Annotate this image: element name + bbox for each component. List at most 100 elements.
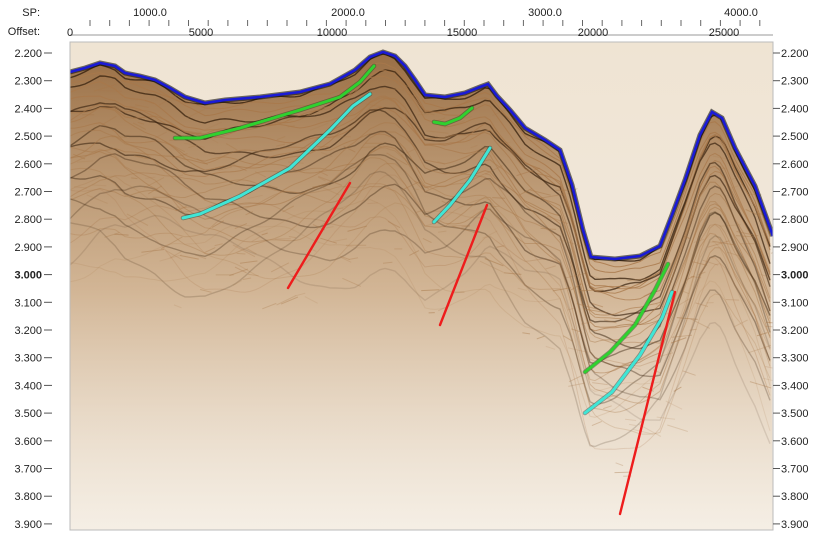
noise-streak — [470, 144, 478, 149]
noise-streak — [665, 400, 683, 410]
time-tick-label-right: 2.200 — [781, 48, 809, 60]
noise-streak — [325, 226, 334, 229]
noise-streak — [164, 140, 185, 153]
noise-streak — [133, 155, 148, 160]
time-axis-left: 2.200 2.300 2.400 2.500 2.600 2.700 2.800 2.900… — [14, 48, 52, 531]
sp-tick-row: 1000.0 2000.0 3000.0 4000.0 — [89, 7, 761, 26]
time-tick-label-left: 3.000 — [14, 270, 42, 282]
noise-streak — [730, 183, 743, 189]
noise-streak — [667, 424, 688, 432]
noise-streak — [114, 233, 129, 236]
noise-streak — [93, 83, 117, 92]
noise-streak — [126, 213, 149, 226]
time-tick-label-right: 3.900 — [781, 519, 809, 531]
noise-streak — [656, 416, 676, 420]
noise-streak — [395, 79, 418, 92]
offset-tick-label: 25000 — [709, 27, 740, 39]
noise-streak — [111, 136, 127, 138]
noise-streak — [693, 238, 705, 243]
time-tick-label-right: 3.300 — [781, 353, 809, 365]
noise-streak — [756, 332, 768, 337]
noise-streak — [418, 110, 435, 116]
reflector-line — [70, 122, 771, 374]
noise-streak — [159, 254, 182, 262]
noise-streak — [591, 303, 604, 308]
noise-streak — [382, 261, 393, 264]
time-tick-label-left: 2.900 — [14, 242, 42, 254]
noise-streak — [748, 344, 772, 354]
noise-streak — [736, 231, 759, 237]
noise-streak — [760, 273, 768, 278]
noise-streak — [387, 220, 401, 229]
noise-streak — [409, 93, 419, 99]
noise-streak — [567, 347, 588, 353]
noise-streak — [690, 318, 710, 329]
noise-streak — [712, 155, 732, 161]
noise-streak — [625, 418, 637, 421]
noise-streak — [154, 131, 167, 139]
noise-streak — [320, 237, 337, 244]
time-tick-label-left: 2.800 — [14, 214, 42, 226]
noise-streak — [144, 100, 155, 104]
noise-streak — [204, 247, 216, 254]
noise-streak — [676, 317, 698, 320]
noise-streak — [566, 272, 586, 279]
seismic-reflectors — [70, 52, 773, 530]
noise-streak — [236, 252, 246, 255]
noise-streak — [545, 345, 556, 350]
noise-streak — [426, 130, 449, 134]
time-tick-label-right: 3.100 — [781, 297, 809, 309]
noise-streak — [321, 186, 340, 196]
time-tick-label-left: 2.400 — [14, 103, 42, 115]
noise-streak — [247, 273, 259, 277]
noise-streak — [562, 335, 574, 342]
noise-streak — [232, 244, 256, 258]
noise-streak — [689, 328, 697, 331]
time-tick-label-right: 3.200 — [781, 325, 809, 337]
time-tick-label-right: 2.700 — [781, 187, 809, 199]
noise-streak — [129, 105, 153, 119]
reflector-line — [70, 147, 771, 413]
noise-streak — [276, 295, 297, 306]
time-tick-label-left: 3.200 — [14, 325, 42, 337]
noise-streak — [246, 247, 257, 255]
time-tick-label-right: 2.800 — [781, 214, 809, 226]
noise-streak — [559, 239, 582, 247]
noise-streak — [254, 171, 267, 178]
time-tick-label-right: 2.400 — [781, 103, 809, 115]
noise-streak — [479, 260, 504, 273]
reflector-line — [70, 62, 771, 268]
time-tick-label-right: 3.700 — [781, 464, 809, 476]
noise-streak — [533, 167, 540, 169]
noise-streak — [251, 236, 261, 243]
noise-streak — [415, 209, 424, 214]
noise-streak — [536, 176, 561, 188]
noise-streak — [232, 279, 243, 286]
noise-streak — [409, 250, 420, 256]
noise-streak — [770, 252, 773, 254]
noise-streak — [452, 225, 476, 234]
noise-streak — [282, 205, 295, 213]
fault-line — [438, 203, 489, 327]
time-tick-label-left: 2.700 — [14, 187, 42, 199]
reflector-line — [70, 153, 771, 406]
noise-streak — [262, 302, 277, 310]
noise-streak — [141, 249, 165, 253]
noise-streak — [542, 214, 552, 221]
time-tick-label-left: 2.500 — [14, 131, 42, 143]
noise-streak — [482, 230, 498, 239]
noise-streak — [280, 296, 299, 305]
noise-streak — [517, 287, 527, 291]
noise-streak — [188, 144, 198, 149]
noise-streak — [239, 260, 258, 264]
noise-streak — [144, 177, 165, 189]
noise-streak — [145, 176, 156, 179]
reflector-line — [70, 124, 771, 350]
noise-streak — [454, 291, 465, 294]
noise-streak — [309, 122, 329, 131]
noise-streak — [765, 325, 773, 328]
noise-streak — [360, 146, 382, 148]
time-tick-label-right: 2.900 — [781, 242, 809, 254]
fault-line — [286, 181, 352, 290]
noise-streak — [539, 193, 564, 199]
